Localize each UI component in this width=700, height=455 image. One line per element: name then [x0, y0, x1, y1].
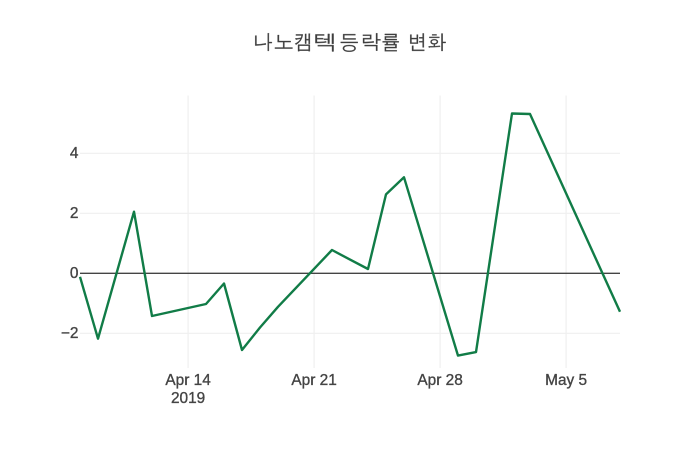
svg-text:Apr 14: Apr 14: [165, 372, 211, 389]
svg-text:0: 0: [70, 265, 79, 282]
svg-text:2019: 2019: [171, 390, 205, 407]
svg-text:−2: −2: [61, 325, 79, 342]
svg-text:May 5: May 5: [545, 372, 587, 389]
svg-text:Apr 28: Apr 28: [417, 372, 462, 389]
svg-text:4: 4: [70, 145, 79, 162]
svg-text:Apr 21: Apr 21: [291, 372, 336, 389]
svg-text:2: 2: [70, 205, 79, 222]
